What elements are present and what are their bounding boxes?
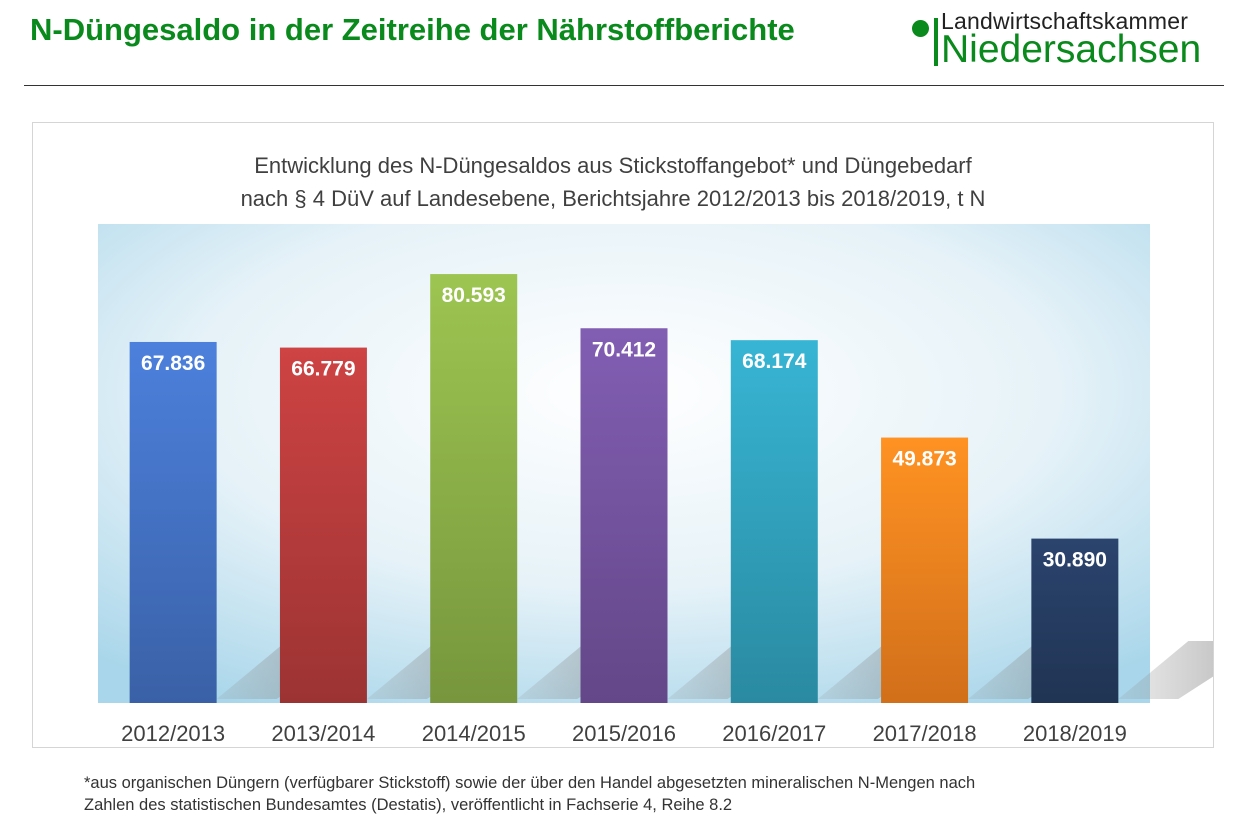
bar-2018-2019 [1031,538,1119,703]
value-label: 66.779 [291,358,355,381]
value-label: 70.412 [592,338,656,361]
footnote: *aus organischen Düngern (verfügbarer St… [84,772,1204,816]
chart-title: Entwicklung des N-Düngesaldos aus Sticks… [254,153,972,178]
value-label: 80.593 [442,284,506,307]
bar-2017-2018 [881,437,969,703]
logo: Landwirtschaftskammer Niedersachsen [912,6,1232,72]
value-label: 49.873 [892,448,956,471]
chart-frame: Entwicklung des N-Düngesaldos aus Sticks… [32,122,1214,748]
logo-dot-icon [912,20,929,37]
category-label: 2018/2019 [1023,721,1127,746]
value-labels: 67.836 66.779 80.593 70.412 68.174 49.873 30.8… [141,284,1107,572]
category-label: 2015/2016 [572,721,676,746]
value-label: 67.836 [141,352,205,375]
value-label: 30.890 [1043,549,1107,572]
logo-text-line1: Landwirtschaftskammer [941,8,1189,34]
bar-2013-2014 [279,347,367,703]
category-label: 2016/2017 [722,721,826,746]
bars [129,274,1119,703]
category-label: 2014/2015 [422,721,526,746]
bar-chart: Entwicklung des N-Düngesaldos aus Sticks… [98,153,1213,746]
bar-2014-2015 [430,274,518,703]
bar-2015-2016 [580,328,668,703]
page-title: N-Düngesaldo in der Zeitreihe der Nährst… [30,12,795,47]
value-label: 68.174 [742,350,807,373]
category-label: 2013/2014 [271,721,375,746]
chart-subtitle: nach § 4 DüV auf Landesebene, Berichtsja… [241,186,986,211]
category-labels: 2012/2013 2013/2014 2014/2015 2015/2016 2016… [121,721,1127,746]
logo-bar-icon [934,18,938,66]
header-divider [24,85,1224,86]
bar-2016-2017 [730,340,818,703]
bar-2012-2013 [129,341,217,703]
category-label: 2012/2013 [121,721,225,746]
bar-shadow [1118,641,1213,699]
category-label: 2017/2018 [873,721,977,746]
logo-text-line2: Niedersachsen [941,28,1202,71]
footnote-line1: *aus organischen Düngern (verfügbarer St… [84,774,976,792]
footnote-line2: Zahlen des statistischen Bundesamtes (De… [84,796,733,814]
